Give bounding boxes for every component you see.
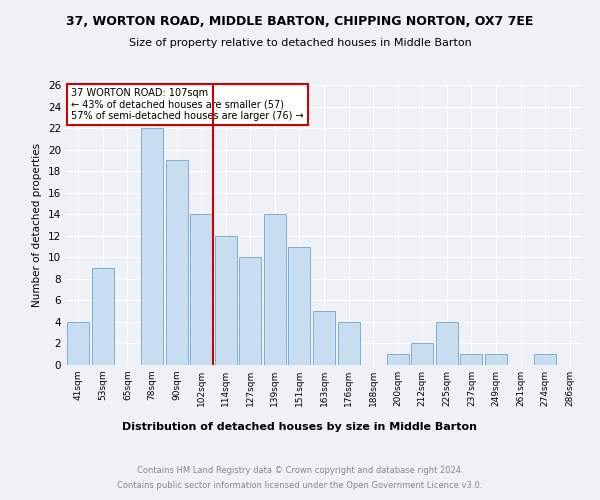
- Bar: [67, 322, 89, 365]
- Bar: [190, 214, 212, 365]
- Bar: [460, 354, 482, 365]
- Bar: [411, 344, 433, 365]
- Y-axis label: Number of detached properties: Number of detached properties: [32, 143, 43, 307]
- Bar: [166, 160, 188, 365]
- Bar: [264, 214, 286, 365]
- Text: 37 WORTON ROAD: 107sqm
← 43% of detached houses are smaller (57)
57% of semi-det: 37 WORTON ROAD: 107sqm ← 43% of detached…: [71, 88, 304, 121]
- Bar: [485, 354, 507, 365]
- Bar: [289, 246, 310, 365]
- Bar: [338, 322, 359, 365]
- Bar: [386, 354, 409, 365]
- Text: Contains HM Land Registry data © Crown copyright and database right 2024.: Contains HM Land Registry data © Crown c…: [137, 466, 463, 475]
- Bar: [141, 128, 163, 365]
- Bar: [215, 236, 237, 365]
- Bar: [92, 268, 114, 365]
- Text: Distribution of detached houses by size in Middle Barton: Distribution of detached houses by size …: [122, 422, 478, 432]
- Bar: [313, 311, 335, 365]
- Text: Contains public sector information licensed under the Open Government Licence v3: Contains public sector information licen…: [118, 481, 482, 490]
- Bar: [534, 354, 556, 365]
- Text: Size of property relative to detached houses in Middle Barton: Size of property relative to detached ho…: [128, 38, 472, 48]
- Text: 37, WORTON ROAD, MIDDLE BARTON, CHIPPING NORTON, OX7 7EE: 37, WORTON ROAD, MIDDLE BARTON, CHIPPING…: [67, 15, 533, 28]
- Bar: [436, 322, 458, 365]
- Bar: [239, 258, 262, 365]
